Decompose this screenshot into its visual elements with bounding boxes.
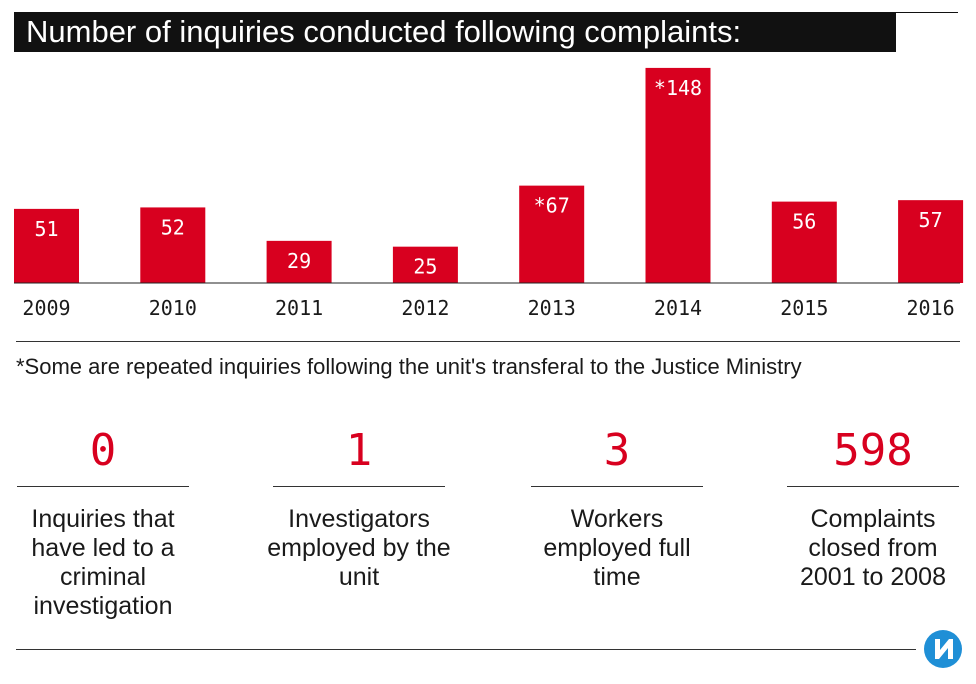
stat-divider bbox=[531, 486, 703, 487]
bar-value-label: *148 bbox=[654, 76, 702, 100]
x-tick-labels: 2009 2010 2011 2012 2013 2014 2015 2016 bbox=[22, 296, 954, 320]
haaretz-logo-icon bbox=[924, 630, 962, 668]
title-rule bbox=[896, 12, 958, 13]
chart-title: Number of inquiries conducted following … bbox=[14, 12, 896, 52]
stat-label: Investigators employed by the unit bbox=[267, 505, 451, 591]
bars-layer: 51 52 29 25 *67 *148 56 57 bbox=[14, 67, 964, 283]
footer-separator bbox=[16, 649, 916, 650]
stat-divider bbox=[17, 486, 189, 487]
stat-label: Inquiries that have led to a criminal in… bbox=[31, 505, 175, 620]
bar-2016 bbox=[898, 200, 964, 283]
stat-complaints: 598 Complaints closed from 2001 to 2008 bbox=[778, 420, 968, 592]
bar-2012 bbox=[392, 246, 458, 283]
stat-investigators: 1 Investigators employed by the unit bbox=[264, 420, 454, 592]
x-tick-label: 2010 bbox=[149, 296, 197, 320]
x-tick-label: 2011 bbox=[275, 296, 323, 320]
x-tick-label: 2012 bbox=[401, 296, 449, 320]
bar-chart: 51 52 29 25 *67 *148 56 57 2009 2010 2011 2012 2013… bbox=[14, 67, 964, 320]
stat-label: Workers employed full time bbox=[543, 505, 691, 591]
stat-divider bbox=[273, 486, 445, 487]
stat-value: 1 bbox=[345, 425, 373, 476]
stat-value: 0 bbox=[89, 425, 117, 476]
x-tick-label: 2009 bbox=[22, 296, 70, 320]
chart-separator bbox=[16, 341, 960, 342]
stat-value: 3 bbox=[603, 425, 631, 476]
stat-inquiries: 0 Inquiries that have led to a criminal … bbox=[8, 420, 198, 621]
bar-value-label: 52 bbox=[161, 215, 185, 239]
bar-2011 bbox=[266, 240, 332, 283]
bar-value-label: 57 bbox=[919, 208, 943, 232]
x-tick-label: 2015 bbox=[780, 296, 828, 320]
bar-2013 bbox=[519, 185, 585, 283]
stat-divider bbox=[787, 486, 959, 487]
x-tick-label: 2013 bbox=[528, 296, 576, 320]
bar-value-label: 25 bbox=[413, 255, 437, 279]
x-tick-label: 2014 bbox=[654, 296, 702, 320]
bar-2015 bbox=[771, 201, 837, 283]
bar-2009 bbox=[14, 208, 79, 283]
bar-value-label: 56 bbox=[792, 210, 816, 234]
x-tick-label: 2016 bbox=[907, 296, 955, 320]
stat-value: 598 bbox=[833, 425, 913, 476]
bar-2014 bbox=[645, 67, 711, 283]
bar-value-label: 29 bbox=[287, 249, 311, 273]
bar-value-label: *67 bbox=[534, 194, 570, 218]
bar-2010 bbox=[140, 207, 206, 283]
stat-workers: 3 Workers employed full time bbox=[522, 420, 712, 592]
bar-value-label: 51 bbox=[34, 217, 58, 241]
footnote: *Some are repeated inquiries following t… bbox=[16, 354, 802, 379]
stat-label: Complaints closed from 2001 to 2008 bbox=[800, 505, 946, 591]
